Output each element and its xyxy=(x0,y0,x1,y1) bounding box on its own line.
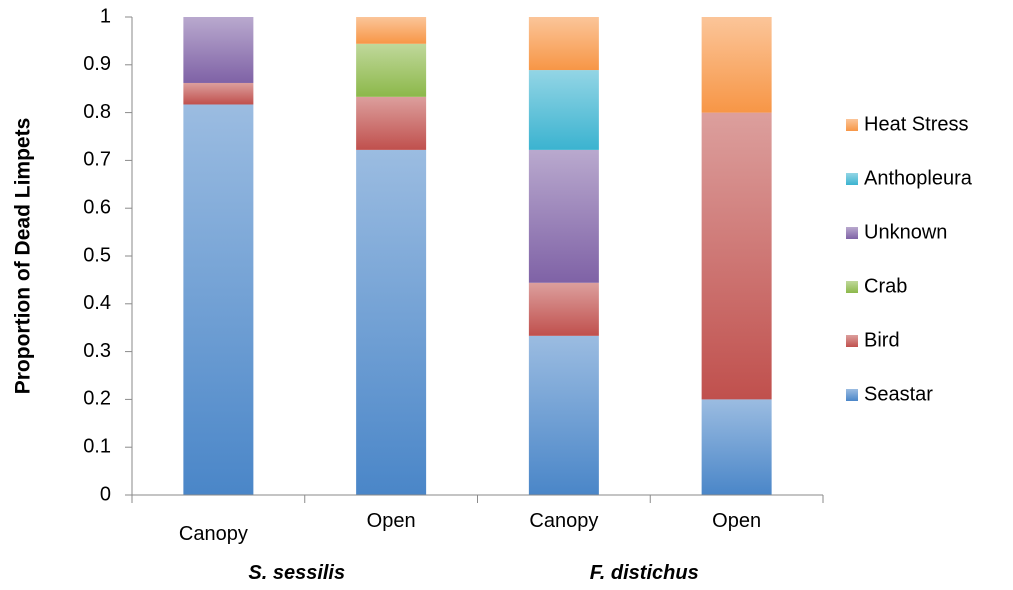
bar-segment-bird xyxy=(701,112,772,400)
legend-label: Unknown xyxy=(864,221,947,243)
legend-label: Heat Stress xyxy=(864,113,968,135)
legend-label: Seastar xyxy=(864,383,933,405)
x-axis-ticks: Canopy Open Canopy Open S. sessilis F. distic… xyxy=(131,495,824,584)
y-tick-label: 0.1 xyxy=(83,435,111,457)
bar-segment-seastar xyxy=(356,149,427,495)
bar-segment-bird xyxy=(528,282,599,336)
bar-segment-bird xyxy=(356,96,427,150)
y-tick-label: 0.3 xyxy=(83,340,111,362)
y-tick-label: 0.6 xyxy=(83,196,111,218)
legend-swatch xyxy=(846,119,858,131)
y-tick-label: 1 xyxy=(100,5,111,27)
x-tick-label: Open xyxy=(367,510,416,532)
bar-segment-heat-stress xyxy=(701,17,772,113)
y-tick-label: 0.8 xyxy=(83,101,111,123)
bar-segment-unknown xyxy=(528,149,599,283)
y-axis-ticks: 0 0.1 0.2 0.3 0.4 0.5 0.6 0.7 0.8 0.9 1 xyxy=(83,5,132,505)
x-tick-label: Canopy xyxy=(179,523,248,545)
y-tick-label: 0 xyxy=(100,483,111,505)
legend-swatch xyxy=(846,173,858,185)
legend-swatch xyxy=(846,227,858,239)
y-tick-label: 0.2 xyxy=(83,388,111,410)
y-tick-label: 0.5 xyxy=(83,244,111,266)
legend: Heat Stress Anthopleura Unknown Crab Bird Sea… xyxy=(846,113,973,405)
bar-segment-seastar xyxy=(183,104,254,495)
legend-label: Anthopleura xyxy=(864,167,973,189)
y-tick-label: 0.9 xyxy=(83,53,111,75)
bar-segment-heat-stress xyxy=(356,17,427,44)
bar-segment-seastar xyxy=(701,399,772,495)
legend-swatch xyxy=(846,335,858,347)
legend-label: Crab xyxy=(864,275,907,297)
bar-segment-seastar xyxy=(528,335,599,495)
bar-segment-unknown xyxy=(183,17,254,83)
legend-swatch xyxy=(846,281,858,293)
bar-segment-bird xyxy=(183,82,254,105)
x-tick-label: Canopy xyxy=(529,510,598,532)
bar-segment-anthopleura xyxy=(528,70,599,150)
bar-segment-crab xyxy=(356,43,427,97)
y-axis-label: Proportion of Dead Limpets xyxy=(12,118,35,395)
y-tick-label: 0.7 xyxy=(83,149,111,171)
x-group-label: S. sessilis xyxy=(248,562,345,584)
y-tick-label: 0.4 xyxy=(83,292,111,314)
plot-area xyxy=(183,17,772,495)
x-tick-label: Open xyxy=(712,510,761,532)
legend-swatch xyxy=(846,389,858,401)
x-group-label: F. distichus xyxy=(590,562,699,584)
legend-label: Bird xyxy=(864,329,900,351)
bar-segment-heat-stress xyxy=(528,17,599,71)
